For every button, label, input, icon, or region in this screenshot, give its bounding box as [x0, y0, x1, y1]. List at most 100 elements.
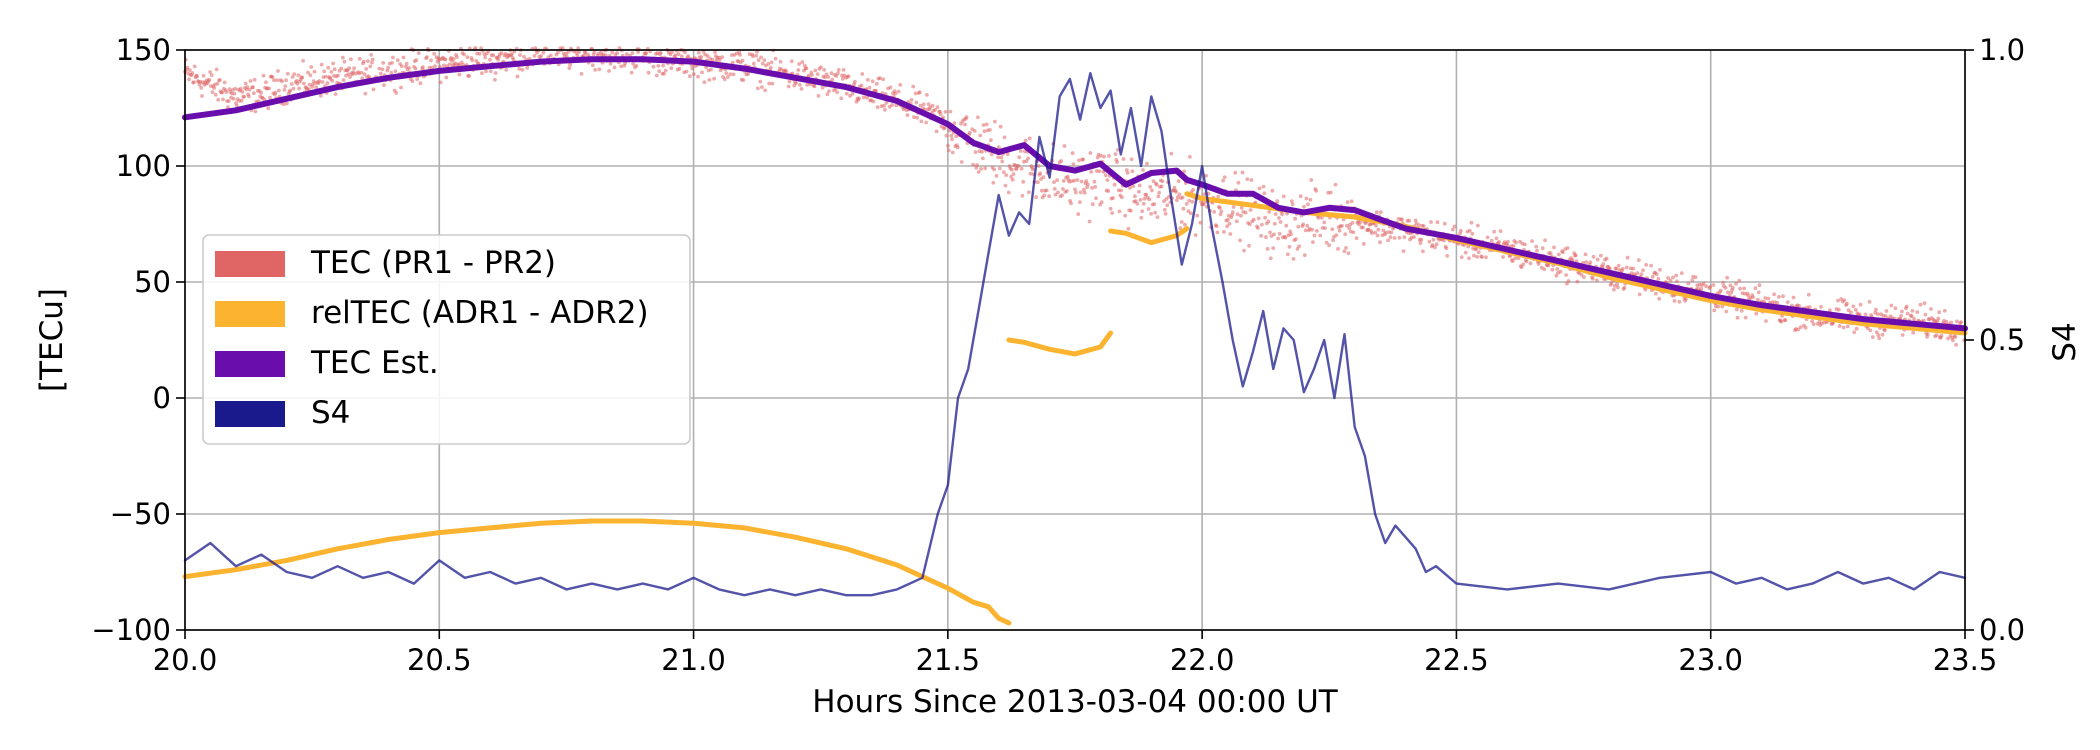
- tec-scatter-point: [308, 73, 313, 78]
- tec-scatter-point: [1472, 253, 1476, 258]
- y-tick-label: −100: [91, 613, 171, 647]
- tec-scatter-point: [1554, 273, 1559, 278]
- tec-scatter-point: [1345, 200, 1350, 205]
- tec-scatter-point: [592, 50, 597, 54]
- tec-scatter-point: [860, 72, 865, 76]
- tec-scatter-point: [576, 46, 581, 51]
- y-tick-label: −50: [110, 497, 171, 531]
- tec-scatter-point: [443, 57, 448, 62]
- reltec-line-segment: [1006, 330, 1114, 357]
- tec-scatter-point: [1297, 244, 1301, 249]
- tec-scatter-point: [1056, 190, 1060, 195]
- tec-scatter-point: [1734, 307, 1739, 312]
- tec-scatter-point: [1810, 319, 1814, 324]
- tec-scatter-point: [275, 78, 280, 83]
- tec-scatter-point: [1284, 223, 1289, 228]
- tec-scatter-point: [323, 74, 328, 79]
- tec-scatter-point: [1701, 281, 1706, 286]
- tec-scatter-point: [1492, 229, 1496, 234]
- tec-scatter-point: [1178, 226, 1183, 231]
- tec-scatter-point: [946, 148, 951, 153]
- tec-scatter-point: [1138, 198, 1143, 202]
- tec-scatter-point: [247, 87, 252, 92]
- tec-scatter-point: [952, 121, 957, 126]
- tec-scatter-point: [881, 77, 886, 82]
- tec-scatter-point: [797, 62, 801, 66]
- tec-scatter-point: [827, 89, 831, 93]
- tec-scatter-point: [277, 88, 281, 93]
- tec-scatter-point: [1373, 230, 1378, 235]
- reltec-line-segment: [182, 518, 1012, 626]
- tec-scatter-point: [878, 76, 882, 81]
- tec-scatter-point: [967, 130, 972, 135]
- tec-scatter-point: [1937, 310, 1941, 315]
- tec-scatter-point: [264, 80, 268, 85]
- tec-scatter-point: [1222, 230, 1226, 234]
- tec-scatter-point: [1783, 318, 1788, 322]
- tec-scatter-point: [624, 52, 629, 56]
- tec-scatter-point: [407, 66, 411, 70]
- tec-scatter-point: [1267, 210, 1272, 214]
- tec-scatter-point: [1233, 170, 1238, 175]
- tec-scatter-point: [1445, 253, 1450, 258]
- tec-scatter-point: [579, 72, 584, 76]
- tec-scatter-point: [517, 67, 522, 71]
- tec-scatter-point: [418, 81, 423, 86]
- tec-scatter-point: [401, 55, 406, 60]
- tec-scatter-point: [329, 70, 334, 74]
- tec-scatter-point: [1153, 210, 1157, 215]
- tec-scatter-point: [1505, 242, 1509, 247]
- tec-scatter-point: [1497, 240, 1501, 244]
- tec-scatter-point: [1889, 303, 1894, 308]
- y-tick-label: 50: [134, 265, 171, 299]
- tec-scatter-point: [1828, 308, 1832, 313]
- tec-scatter-point: [1086, 182, 1090, 187]
- tec-scatter-point: [1870, 335, 1875, 339]
- tec-scatter-point: [1922, 301, 1927, 306]
- tec-scatter-point: [1796, 327, 1801, 332]
- tec-scatter-point: [1019, 166, 1024, 171]
- legend-swatch-reltec: [215, 301, 285, 327]
- tec-scatter-point: [787, 79, 792, 84]
- tec-scatter-point: [1811, 322, 1816, 327]
- tec-scatter-point: [1079, 179, 1084, 184]
- tec-scatter-point: [789, 59, 794, 64]
- tec-scatter-point: [1257, 186, 1262, 191]
- tec-scatter-point: [740, 58, 745, 63]
- tec-scatter-point: [738, 53, 742, 57]
- tec-scatter-point: [416, 51, 421, 55]
- tec-scatter-point: [1333, 182, 1338, 187]
- tec-scatter-point: [707, 78, 712, 82]
- tec-scatter-point: [1644, 263, 1649, 267]
- tec-scatter-point: [451, 57, 456, 61]
- tec-scatter-point: [1155, 215, 1160, 220]
- tec-scatter-point: [846, 74, 851, 78]
- tec-scatter-point: [1294, 237, 1298, 242]
- tec-scatter-point: [1309, 178, 1314, 182]
- tec-scatter-point: [993, 119, 997, 124]
- tec-scatter-point: [289, 82, 294, 86]
- tec-scatter-point: [983, 166, 988, 171]
- tec-scatter-point: [1899, 313, 1903, 318]
- tec-scatter-point: [944, 133, 949, 138]
- tec-scatter-point: [607, 69, 611, 73]
- tec-scatter-point: [1625, 255, 1630, 260]
- tec-scatter-point: [444, 75, 449, 80]
- tec-scatter-point: [1018, 149, 1023, 153]
- tec-scatter-point: [1261, 184, 1266, 189]
- tec-scatter-point: [835, 90, 839, 95]
- tec-scatter-point: [875, 105, 880, 110]
- tec-scatter-point: [251, 85, 255, 90]
- tec-scatter-point: [942, 125, 947, 130]
- tec-scatter-point: [438, 80, 443, 85]
- tec-scatter-point: [1026, 156, 1030, 161]
- tec-scatter-point: [1081, 157, 1085, 162]
- tec-scatter-point: [631, 62, 636, 66]
- tec-scatter-point: [1141, 168, 1145, 172]
- tec-scatter-point: [352, 66, 356, 71]
- tec-scatter-point: [1112, 182, 1117, 187]
- tec-scatter-point: [1370, 231, 1374, 236]
- tec-scatter-point: [1225, 224, 1229, 229]
- tec-scatter-point: [1807, 305, 1812, 309]
- tec-scatter-point: [322, 69, 327, 74]
